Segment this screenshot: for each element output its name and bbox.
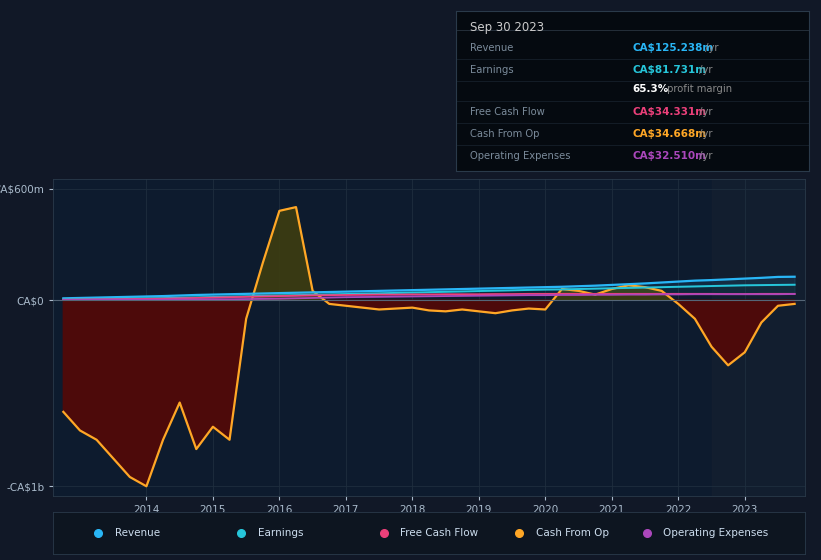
Text: /yr: /yr bbox=[695, 107, 712, 116]
Text: profit margin: profit margin bbox=[664, 85, 732, 95]
Text: Earnings: Earnings bbox=[470, 66, 513, 75]
Text: /yr: /yr bbox=[695, 151, 712, 161]
Text: CA$32.510m: CA$32.510m bbox=[632, 151, 706, 161]
Text: 65.3%: 65.3% bbox=[632, 85, 668, 95]
Bar bbox=[712, 179, 821, 496]
Text: Free Cash Flow: Free Cash Flow bbox=[470, 107, 544, 116]
Text: CA$34.331m: CA$34.331m bbox=[632, 107, 706, 116]
Text: Operating Expenses: Operating Expenses bbox=[470, 151, 571, 161]
Text: /yr: /yr bbox=[702, 43, 718, 53]
Text: Revenue: Revenue bbox=[115, 529, 160, 538]
Text: CA$81.731m: CA$81.731m bbox=[632, 66, 706, 75]
Text: Operating Expenses: Operating Expenses bbox=[663, 529, 768, 538]
Text: CA$125.238m: CA$125.238m bbox=[632, 43, 713, 53]
Text: Cash From Op: Cash From Op bbox=[535, 529, 608, 538]
Text: /yr: /yr bbox=[695, 66, 712, 75]
Text: CA$34.668m: CA$34.668m bbox=[632, 129, 706, 139]
Text: Revenue: Revenue bbox=[470, 43, 513, 53]
Text: Sep 30 2023: Sep 30 2023 bbox=[470, 21, 544, 34]
Text: Earnings: Earnings bbox=[258, 529, 303, 538]
Text: Free Cash Flow: Free Cash Flow bbox=[401, 529, 479, 538]
Text: Cash From Op: Cash From Op bbox=[470, 129, 539, 139]
Text: /yr: /yr bbox=[695, 129, 712, 139]
